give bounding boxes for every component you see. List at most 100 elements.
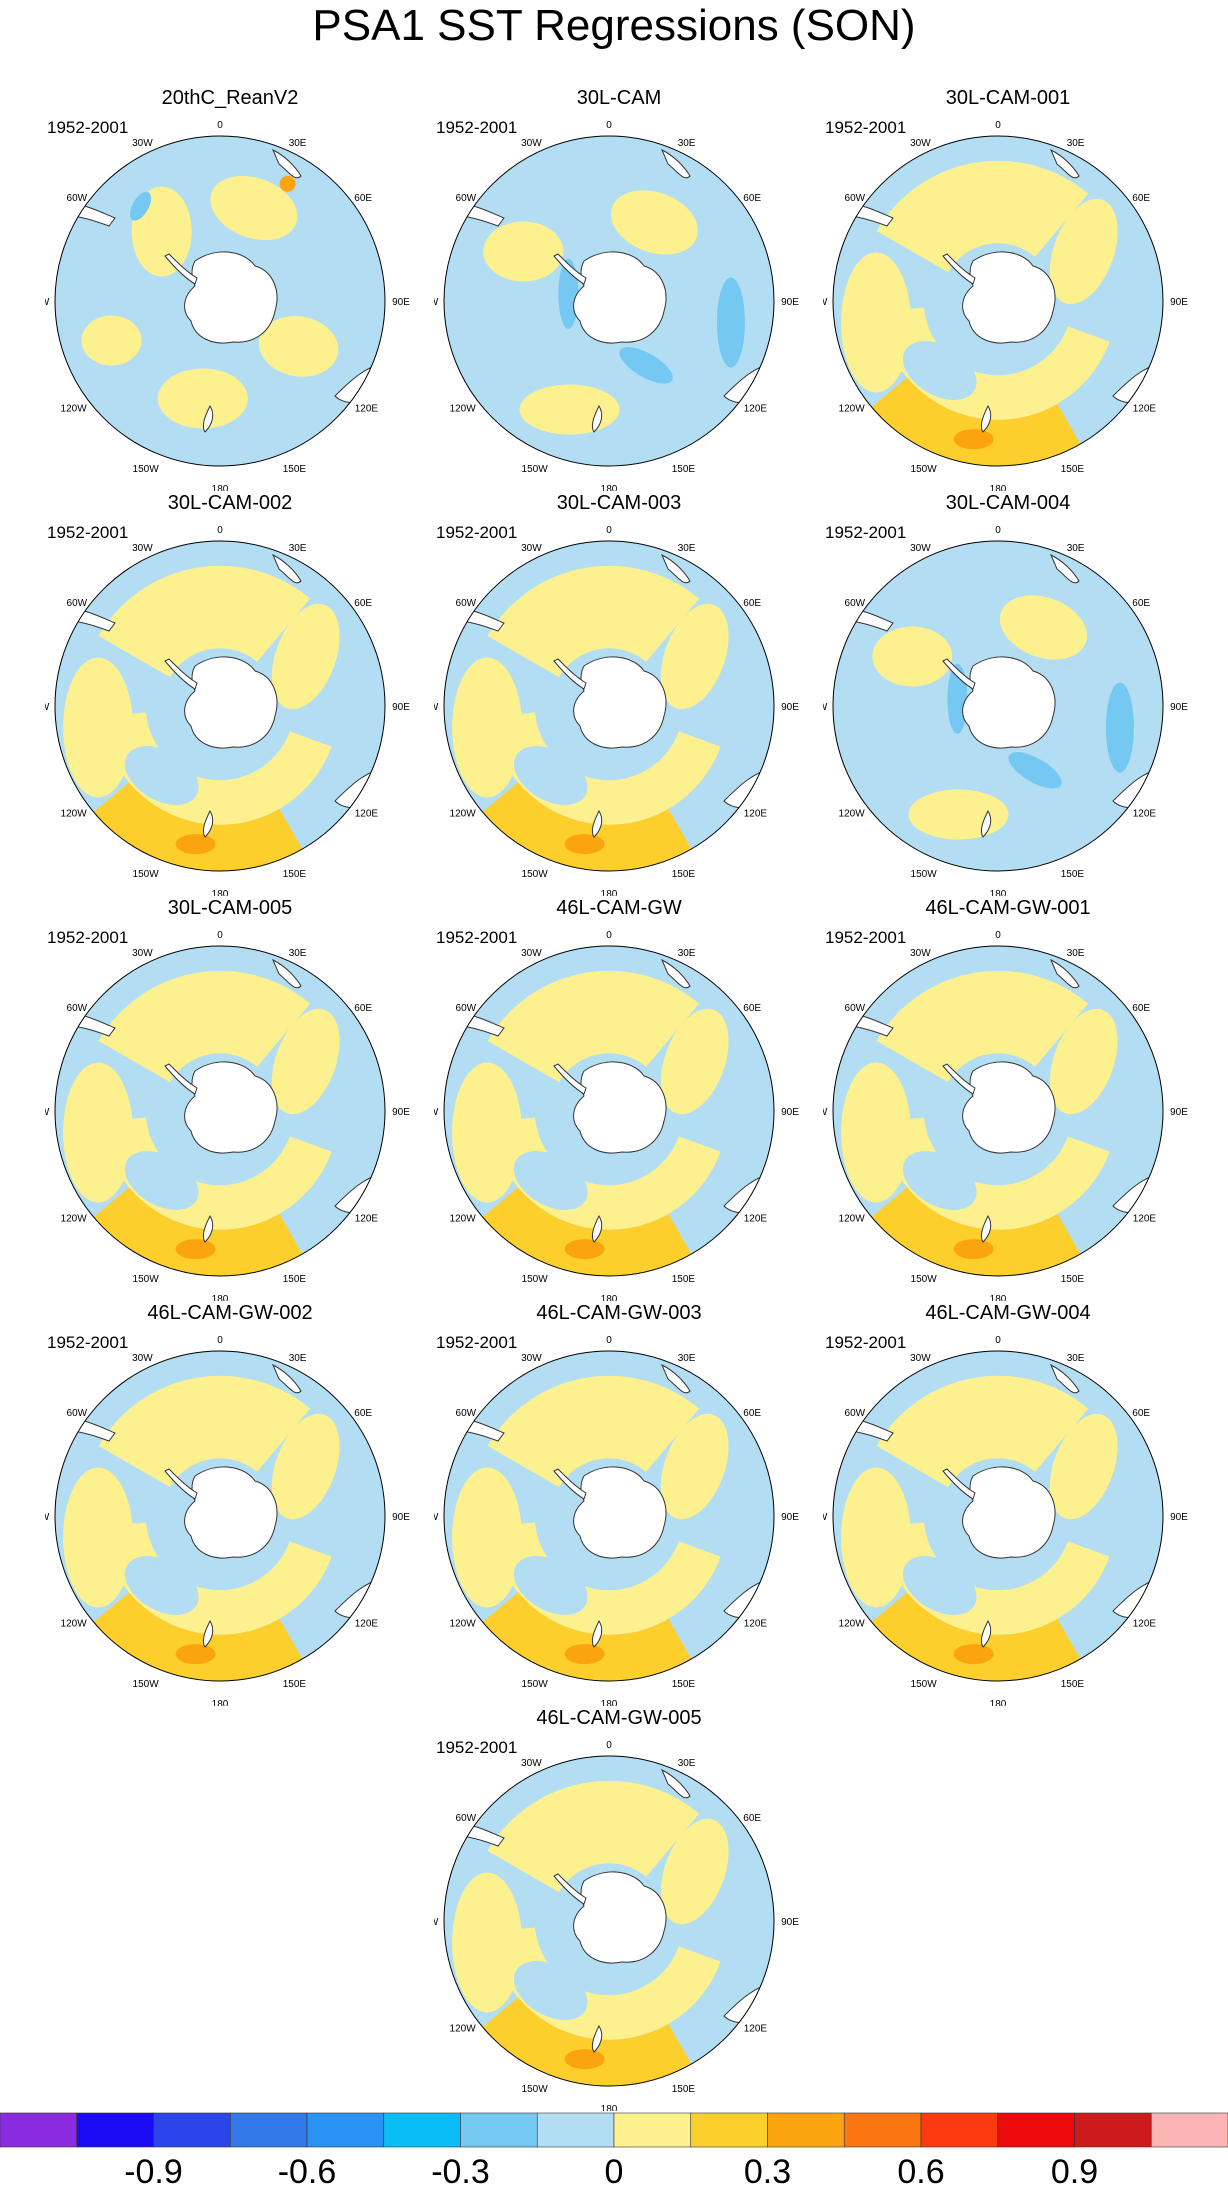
sst-anomaly-region — [271, 1413, 340, 1520]
longitude-label: 120W — [450, 403, 477, 414]
longitude-label: 60W — [67, 1408, 88, 1419]
sst-anomaly-region — [129, 191, 152, 221]
colorbar-swatch — [1074, 2112, 1152, 2148]
sst-anomaly-region — [91, 782, 305, 871]
sst-anomaly-region — [63, 1062, 134, 1203]
longitude-label: 90E — [781, 1107, 799, 1118]
longitude-label: 60W — [67, 598, 88, 609]
longitude-label: 90E — [1170, 702, 1188, 713]
sst-anomaly-region — [487, 970, 700, 1083]
sst-anomaly-region — [1105, 682, 1134, 773]
panel-period: 1952-2001 — [47, 523, 129, 542]
longitude-label: 60E — [1132, 1408, 1150, 1419]
longitude-label: 180 — [990, 1699, 1007, 1706]
panel-period: 1952-2001 — [436, 928, 518, 947]
colorbar-swatch — [997, 2112, 1075, 2148]
longitude-label: 120W — [61, 1618, 88, 1629]
longitude-label: 0 — [217, 120, 223, 131]
longitude-label: 90E — [392, 1107, 410, 1118]
sst-anomaly-region — [279, 175, 296, 192]
sst-anomaly-region — [953, 1239, 994, 1260]
sst-anomaly-region — [513, 746, 588, 805]
longitude-label: 90E — [392, 702, 410, 713]
colorbar-swatch — [76, 2112, 154, 2148]
land-mass — [591, 2024, 603, 2053]
longitude-label: 30E — [289, 1353, 307, 1364]
land-mass — [573, 1466, 667, 1559]
longitude-label: 30E — [1067, 138, 1085, 149]
land-mass — [573, 251, 667, 344]
longitude-label: 180 — [601, 484, 618, 491]
map-border — [54, 1350, 386, 1682]
panel-title: 46L-CAM-GW-005 — [536, 1707, 702, 1729]
map-border — [443, 540, 775, 872]
land-mass — [164, 658, 198, 690]
longitude-label: 90W — [45, 1107, 50, 1118]
longitude-label: 120W — [839, 1618, 866, 1629]
sst-anomaly-region — [564, 1644, 605, 1665]
longitude-label: 30W — [132, 948, 153, 959]
land-mass — [980, 1619, 992, 1648]
land-mass — [184, 1061, 278, 1154]
land-mass — [591, 1214, 603, 1243]
map-panel: 30L-CAM 1952-2001 0 30E 60E 90E 120E 150E 180 1… — [424, 86, 814, 491]
longitude-label: 150E — [672, 869, 696, 880]
polar-map: 0 30E 60E 90E 120E 150E 180 150W 120W 90W 60W 30W — [45, 525, 410, 896]
polar-map: 0 30E 60E 90E 120E 150E 180 150W 120W 90W 60W 30W — [434, 930, 799, 1301]
land-mass — [202, 1214, 214, 1243]
sst-anomaly-region — [660, 1008, 729, 1115]
sst-anomaly-region — [841, 1467, 912, 1608]
longitude-label: 90W — [45, 1512, 50, 1523]
longitude-label: 60W — [67, 193, 88, 204]
polar-map: 0 30E 60E 90E 120E 150E 180 150W 120W 90W 60W 30W — [823, 525, 1188, 896]
longitude-label: 60E — [743, 598, 761, 609]
sst-anomaly-region — [953, 1644, 994, 1665]
longitude-label: 90W — [434, 1917, 439, 1928]
sst-anomaly-region — [513, 1556, 588, 1615]
longitude-label: 150E — [283, 1274, 307, 1285]
sst-anomaly-region — [1008, 752, 1062, 789]
longitude-label: 180 — [990, 889, 1007, 896]
sst-anomaly-region — [902, 341, 977, 400]
sst-anomaly-region — [480, 782, 694, 871]
sst-anomaly-region — [953, 429, 994, 450]
land-mass — [942, 253, 976, 285]
sst-anomaly-region — [1049, 1413, 1118, 1520]
longitude-label: 120W — [61, 808, 88, 819]
longitude-label: 120W — [839, 1213, 866, 1224]
colorbar-tick-label: -0.6 — [278, 2153, 337, 2186]
map-panel: 46L-CAM-GW-005 1952-2001 0 30E 60E 90E 120E 1… — [424, 1706, 814, 2111]
longitude-label: 90W — [434, 1107, 439, 1118]
sst-anomaly-region — [480, 1187, 694, 1276]
longitude-label: 60E — [1132, 1003, 1150, 1014]
map-border — [832, 135, 1164, 467]
longitude-label: 60W — [456, 1813, 477, 1824]
longitude-label: 180 — [212, 484, 229, 491]
longitude-label: 180 — [601, 1699, 618, 1706]
colorbar-swatch — [153, 2112, 231, 2148]
longitude-label: 30E — [678, 1758, 696, 1769]
sst-anomaly-region — [452, 1872, 523, 2013]
longitude-label: 0 — [995, 120, 1001, 131]
panel-title: 30L-CAM-004 — [945, 492, 1071, 514]
longitude-label: 60E — [354, 598, 372, 609]
longitude-label: 0 — [217, 1335, 223, 1346]
land-mass — [553, 658, 587, 690]
sst-anomaly-region — [1049, 1008, 1118, 1115]
longitude-label: 30W — [910, 948, 931, 959]
colorbar-swatch — [690, 2112, 768, 2148]
map-border — [443, 1755, 775, 2087]
sst-anomaly-region — [619, 347, 673, 384]
colorbar: -0.9 -0.6 -0.3 0 0.3 0.6 0.9 — [0, 2112, 1228, 2186]
sst-anomaly-region — [902, 1151, 977, 1210]
sst-anomaly-region — [452, 657, 523, 798]
sst-anomaly-region — [157, 368, 248, 429]
longitude-label: 150E — [1061, 1679, 1085, 1690]
panel-period: 1952-2001 — [47, 1333, 129, 1352]
land-mass — [202, 1619, 214, 1648]
panel-period: 1952-2001 — [825, 118, 907, 137]
longitude-label: 150E — [672, 1679, 696, 1690]
panel-title: 30L-CAM-003 — [556, 492, 682, 514]
longitude-label: 60W — [456, 193, 477, 204]
longitude-label: 0 — [217, 525, 223, 536]
